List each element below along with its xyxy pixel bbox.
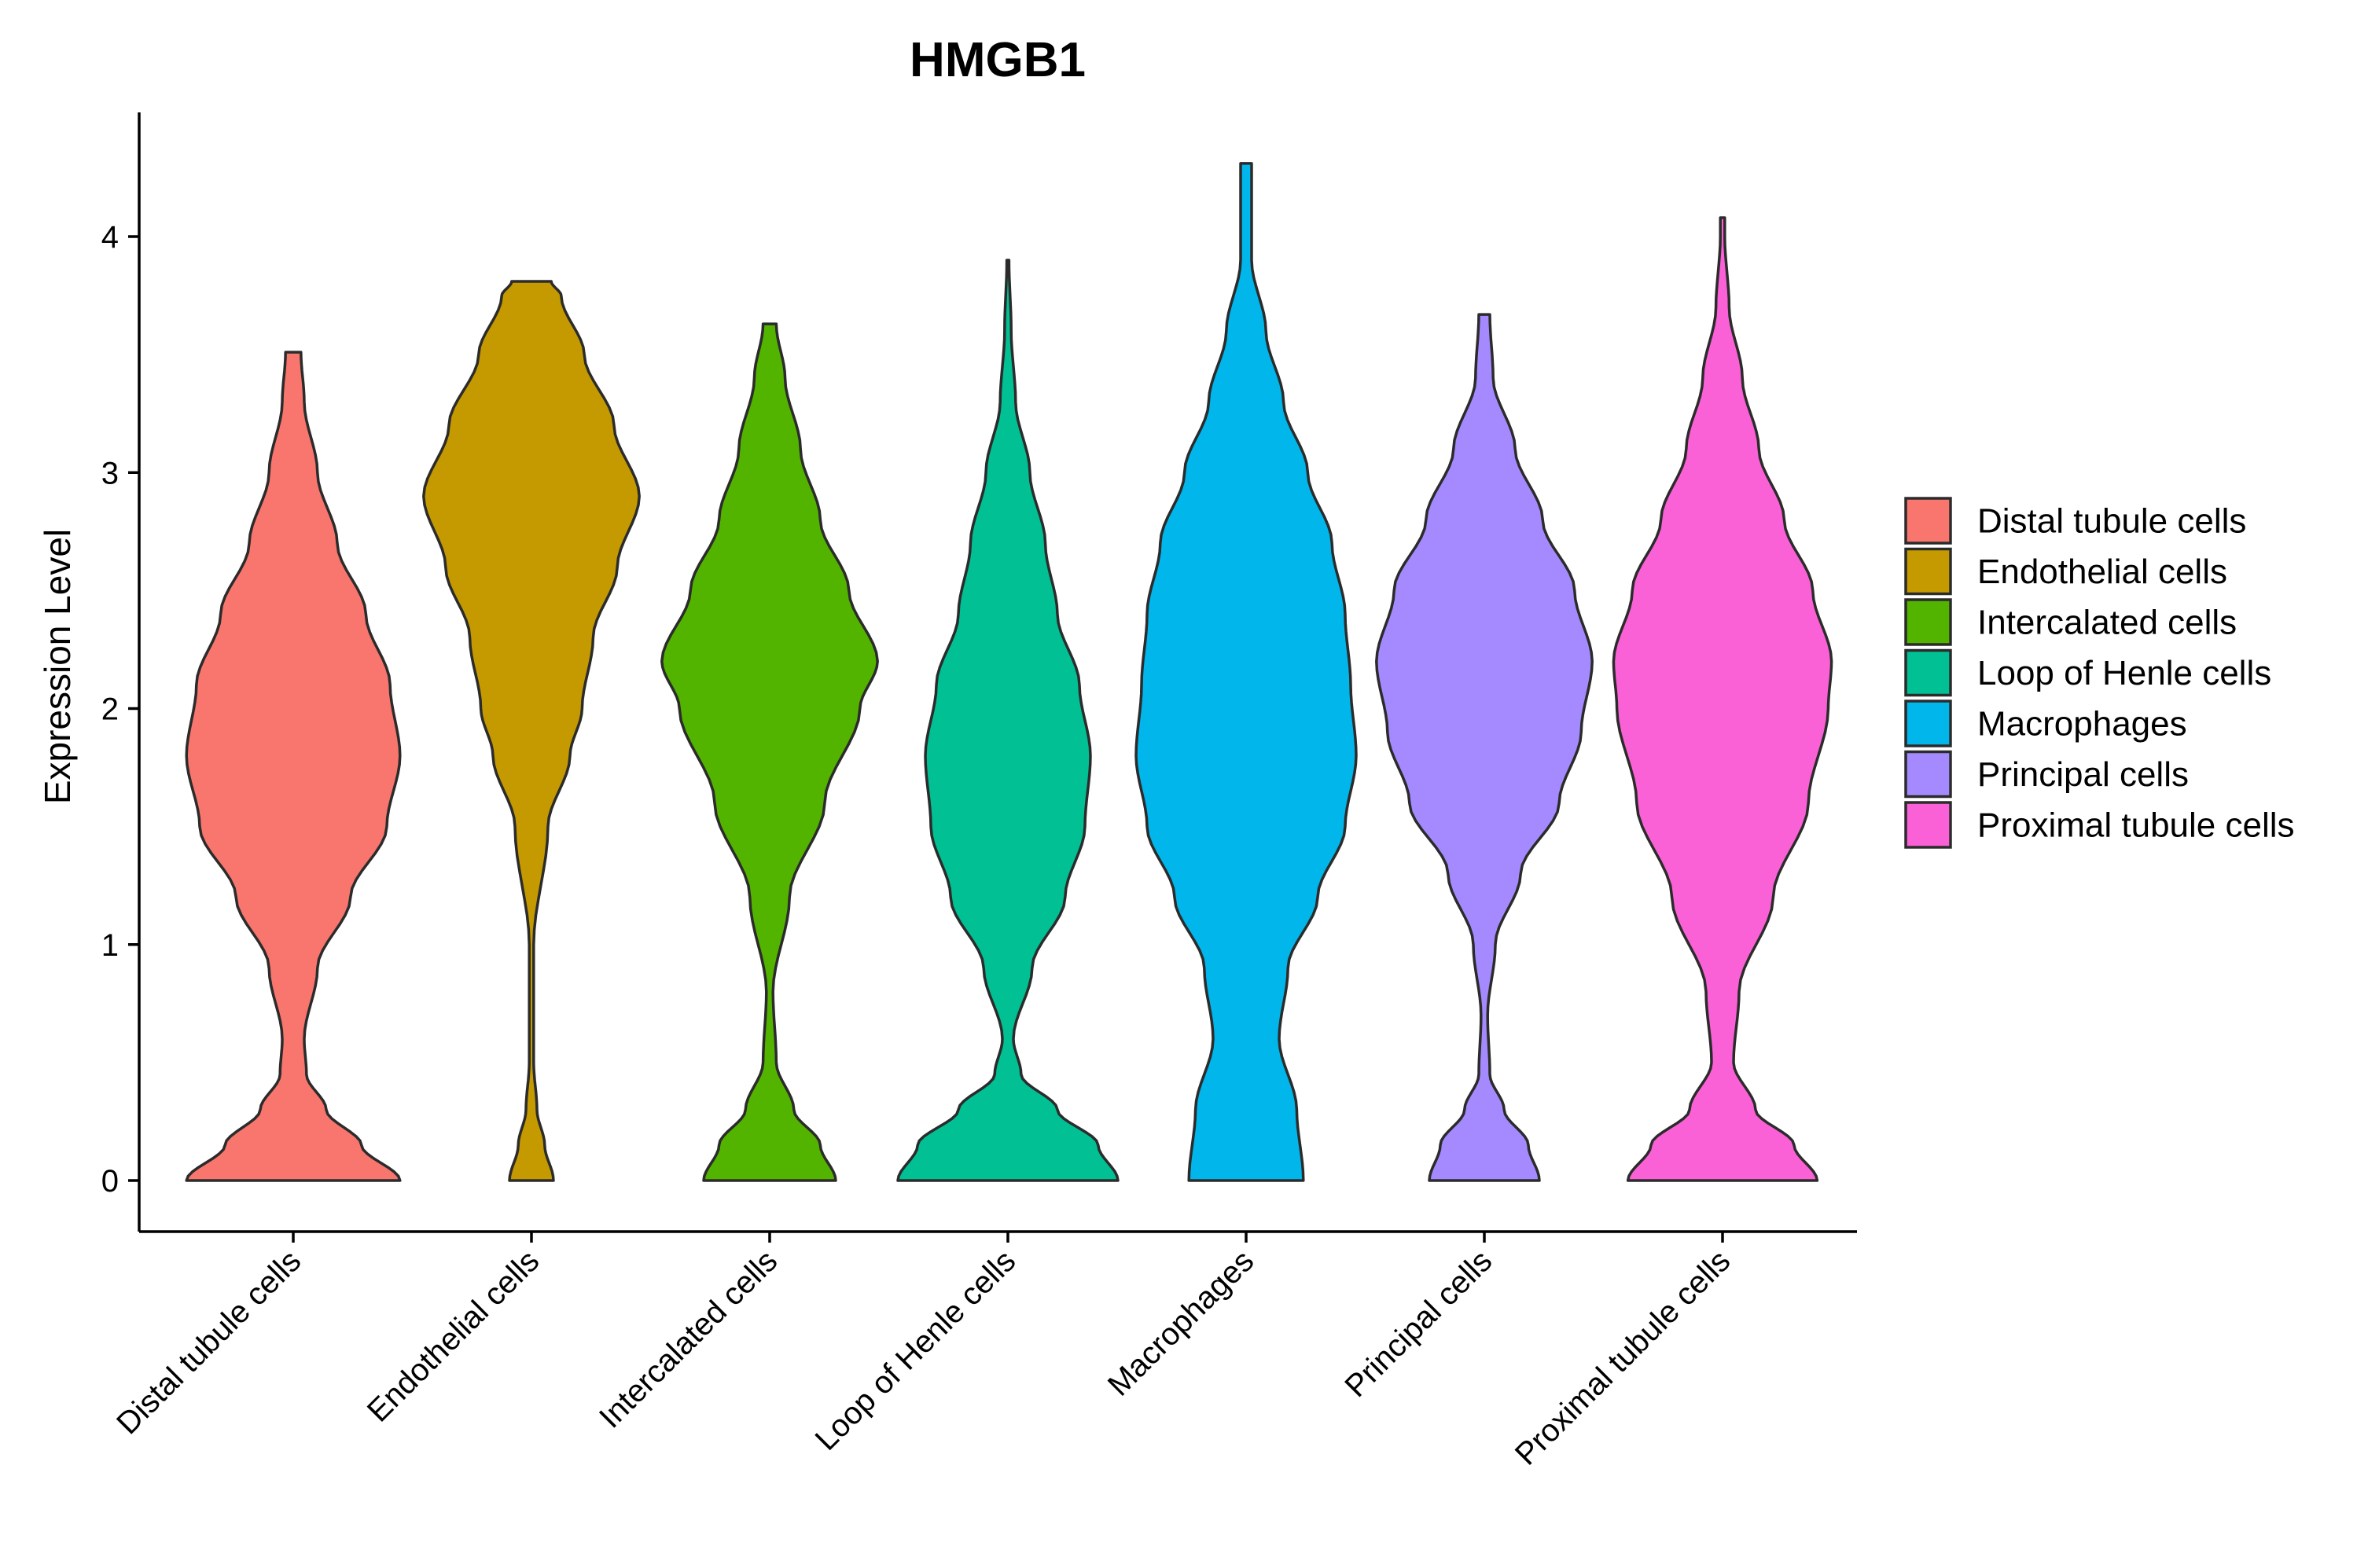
y-axis-ticks: 0 1 2 3 4 <box>101 220 139 1199</box>
legend-key <box>1904 750 1952 799</box>
y-tick-label: 4 <box>101 220 119 255</box>
violin-group <box>185 162 1833 1182</box>
legend-label: Distal tubule cells <box>1977 502 2246 541</box>
legend-key <box>1904 497 1952 545</box>
legend-key <box>1904 801 1952 849</box>
legend-label: Macrophages <box>1977 705 2187 744</box>
y-axis-title: Expression Level <box>37 529 78 804</box>
legend-label: Loop of Henle cells <box>1977 654 2271 692</box>
legend-label: Principal cells <box>1977 755 2189 794</box>
chart-title: HMGB1 <box>910 33 1086 87</box>
legend-label: Endothelial cells <box>1977 553 2227 591</box>
violin-principal-cells <box>1375 313 1594 1182</box>
legend-key <box>1904 700 1952 747</box>
legend-key <box>1904 648 1952 697</box>
y-tick-label: 2 <box>101 692 119 727</box>
y-tick-label: 3 <box>101 456 119 490</box>
violin-macrophages <box>1134 162 1358 1182</box>
y-tick-label: 0 <box>101 1164 119 1199</box>
legend-key <box>1904 598 1952 646</box>
violin-endothelial-cells <box>422 280 641 1182</box>
violin-intercalated-cells <box>660 322 879 1182</box>
violin-loop-of-henle-cells <box>896 259 1120 1182</box>
violin-distal-tubule-cells <box>185 351 402 1182</box>
y-tick-label: 1 <box>101 928 119 963</box>
legend-label: Proximal tubule cells <box>1977 806 2295 845</box>
legend-label: Intercalated cells <box>1977 604 2237 642</box>
legend-key <box>1904 547 1952 596</box>
violin-proximal-tubule-cells <box>1612 216 1833 1182</box>
legend: Distal tubule cells Endothelial cells Inte… <box>1904 497 2295 849</box>
